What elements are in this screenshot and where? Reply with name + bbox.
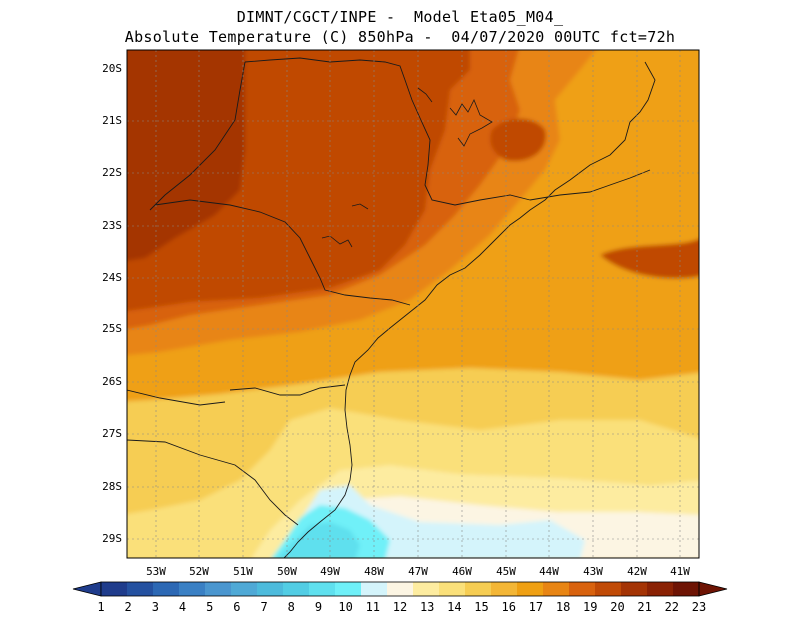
lat-label: 29S [102,532,122,545]
lon-label: 48W [364,565,384,578]
lon-label: 49W [320,565,340,578]
colorbar-label: 6 [233,600,241,614]
lon-label: 43W [583,565,603,578]
lat-label: 23S [102,219,122,232]
colorbar-swatch [413,582,440,596]
colorbar-swatch [205,582,232,596]
colorbar-swatch [439,582,466,596]
colorbar-label: 9 [314,600,323,614]
band-t21 [127,50,245,261]
lat-label: 24S [102,271,122,284]
colorbar-label: 22 [664,600,680,614]
colorbar-label: 15 [474,600,489,614]
map-title-line-1: DIMNT/CGCT/INPE - Model Eta05_M04_ [236,8,564,26]
colorbar-swatch [491,582,518,596]
colorbar-swatch [257,582,284,596]
band-t20-coastal-patch [490,118,546,161]
colorbar [72,581,728,597]
band-t13 [251,465,699,558]
lon-label: 46W [452,565,472,578]
map-title-line-2: Absolute Temperature (C) 850hPa - 04/07/… [124,28,676,46]
temperature-field [127,50,699,558]
colorbar-label: 20 [610,600,625,614]
lat-label: 25S [102,322,122,335]
colorbar-label: 4 [178,600,187,614]
lon-label: 45W [496,565,516,578]
colorbar-swatch [647,582,674,596]
colorbar-label: 3 [151,600,159,614]
colorbar-arrow-low [72,581,102,597]
colorbar-swatch [543,582,570,596]
colorbar-label: 5 [206,600,214,614]
lat-label: 26S [102,375,122,388]
colorbar-label: 19 [583,600,598,614]
colorbar-swatch [621,582,648,596]
lon-label: 42W [627,565,647,578]
state-border-sp-parana [154,199,411,306]
lon-label: 41W [670,565,690,578]
colorbar-swatch [153,582,180,596]
state-border-pr-sc [229,384,346,396]
lon-label: 44W [539,565,559,578]
colorbar-label: 18 [555,600,571,614]
lat-label: 21S [102,114,122,127]
colorbar-swatch [595,582,622,596]
colorbar-label: 17 [528,600,544,614]
colorbar-swatch [101,582,128,596]
colorbar-label: 1 [97,600,105,614]
colorbar-label: 16 [501,600,516,614]
colorbar-swatch [127,582,154,596]
lon-label: 47W [408,565,428,578]
map-frame [126,49,700,559]
state-border-sc-rs [127,439,299,526]
lon-label: 50W [277,565,297,578]
coast-and-borders [127,57,656,558]
band-t15 [127,368,699,514]
colorbar-label: 21 [637,600,652,614]
colorbar-label: 10 [338,600,353,614]
colorbar-swatch [179,582,206,596]
colorbar-swatch [569,582,596,596]
coastline [283,61,656,558]
colorbar-label: 12 [392,600,408,614]
colorbar-arrow-high [698,581,728,597]
colorbar-label: 8 [287,600,295,614]
national-border-west [127,389,226,406]
colorbar-swatch [309,582,336,596]
colorbar-label: 13 [419,600,435,614]
colorbar-swatch [335,582,362,596]
colorbar-label: 7 [260,600,268,614]
colorbar-swatch [361,582,388,596]
state-border-minas-sp [244,57,531,206]
colorbar-label: 2 [124,600,132,614]
grid-lines [127,50,699,558]
colorbar-label: 14 [447,600,462,614]
colorbar-swatch [465,582,492,596]
colorbar-swatch [283,582,310,596]
colorbar-swatch [673,582,700,596]
lat-label: 20S [102,62,122,75]
colorbar-label: 23 [691,600,707,614]
lon-label: 52W [189,565,209,578]
colorbar-label: 11 [365,600,381,614]
band-t20-east-lobe [600,238,699,279]
lat-label: 22S [102,166,122,179]
state-border-ms-sp [149,61,246,211]
band-t14 [127,408,699,558]
colorbar-frame [100,581,700,597]
lon-label: 53W [146,565,166,578]
lat-label: 28S [102,480,122,493]
lon-label: 51W [233,565,253,578]
lat-label: 27S [102,427,122,440]
band-t9 [277,522,360,558]
colorbar-swatch [517,582,544,596]
colorbar-swatch [387,582,414,596]
reservoirs [321,87,493,248]
colorbar-swatch [231,582,258,596]
state-border-mg-rj [529,169,651,201]
